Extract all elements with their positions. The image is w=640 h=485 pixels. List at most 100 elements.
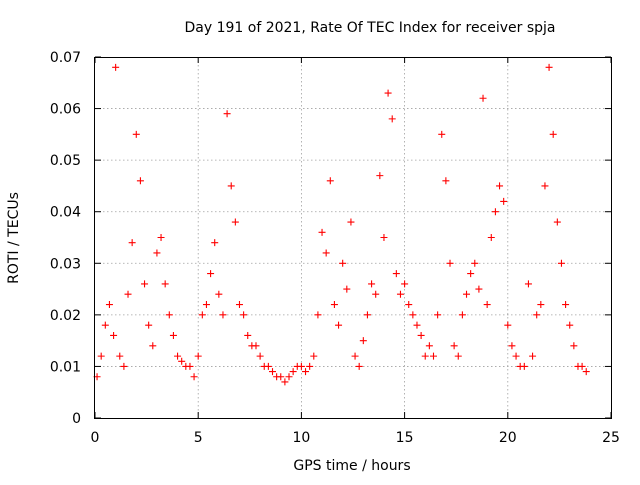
y-tick-labels: 0 0.01 0.02 0.03 0.04 0.05 0.06 0.07 bbox=[50, 50, 81, 427]
x-tick-label: 0 bbox=[91, 430, 100, 446]
data-point bbox=[186, 362, 194, 370]
y-tick-label: 0.07 bbox=[50, 50, 81, 66]
data-point bbox=[425, 342, 433, 350]
data-point bbox=[101, 321, 109, 329]
data-point bbox=[215, 290, 223, 298]
data-point bbox=[202, 301, 210, 309]
data-point bbox=[487, 234, 495, 241]
data-point bbox=[496, 182, 504, 190]
data-point bbox=[458, 311, 466, 319]
data-point bbox=[149, 342, 157, 350]
data-point bbox=[289, 368, 297, 376]
data-point bbox=[343, 285, 351, 293]
data-point bbox=[128, 239, 136, 247]
data-point bbox=[264, 362, 272, 370]
data-point bbox=[553, 218, 561, 226]
data-point bbox=[384, 89, 392, 97]
data-point bbox=[219, 311, 227, 319]
data-point bbox=[235, 301, 243, 309]
data-point bbox=[446, 259, 454, 267]
chart-title: Day 191 of 2021, Rate Of TEC Index for r… bbox=[184, 20, 555, 36]
data-point bbox=[541, 182, 549, 190]
data-point bbox=[269, 368, 277, 376]
data-point bbox=[318, 228, 326, 236]
y-axis-label: ROTI / TECUs bbox=[6, 192, 22, 284]
x-tick-label: 10 bbox=[292, 430, 310, 446]
data-point bbox=[363, 311, 371, 319]
data-point bbox=[434, 311, 442, 319]
data-point bbox=[223, 110, 231, 118]
data-point bbox=[306, 362, 314, 370]
data-point bbox=[145, 321, 153, 329]
y-tick-label: 0.05 bbox=[50, 153, 81, 169]
data-point bbox=[169, 331, 177, 339]
data-point bbox=[231, 218, 239, 226]
data-point bbox=[153, 249, 161, 257]
data-point bbox=[244, 331, 252, 339]
data-point bbox=[165, 311, 173, 319]
data-point bbox=[116, 352, 124, 360]
data-point bbox=[372, 290, 380, 298]
data-point bbox=[252, 342, 260, 350]
y-tick-label: 0.03 bbox=[50, 256, 81, 272]
data-point bbox=[582, 368, 590, 376]
data-point bbox=[578, 362, 586, 370]
data-point bbox=[396, 290, 404, 298]
data-point bbox=[401, 280, 409, 288]
data-point bbox=[211, 239, 219, 247]
plot-frame bbox=[94, 57, 612, 419]
data-point bbox=[467, 270, 475, 278]
data-point bbox=[302, 368, 310, 376]
data-point bbox=[190, 373, 198, 381]
data-point bbox=[322, 249, 330, 257]
data-points bbox=[93, 63, 590, 386]
data-point bbox=[405, 301, 413, 309]
data-point bbox=[161, 280, 169, 288]
data-point bbox=[520, 362, 528, 370]
data-point bbox=[198, 311, 206, 319]
data-point bbox=[566, 321, 574, 329]
data-point bbox=[500, 197, 508, 205]
data-point bbox=[285, 373, 293, 381]
data-point bbox=[132, 130, 140, 138]
y-tick-label: 0.02 bbox=[50, 308, 81, 324]
data-point bbox=[508, 342, 516, 350]
data-point bbox=[314, 311, 322, 319]
data-point bbox=[463, 290, 471, 298]
data-point bbox=[570, 342, 578, 350]
data-point bbox=[483, 301, 491, 309]
x-tick-label: 5 bbox=[194, 430, 203, 446]
data-point bbox=[504, 321, 512, 329]
x-tick-label: 15 bbox=[396, 430, 414, 446]
data-point bbox=[524, 280, 532, 288]
data-point bbox=[359, 337, 367, 345]
data-point bbox=[417, 331, 425, 339]
data-point bbox=[471, 259, 479, 267]
x-axis-label: GPS time / hours bbox=[293, 458, 410, 474]
data-point bbox=[557, 259, 565, 267]
data-point bbox=[529, 352, 537, 360]
data-point bbox=[281, 378, 289, 386]
data-point bbox=[533, 311, 541, 319]
data-point bbox=[475, 285, 483, 293]
data-point bbox=[110, 331, 118, 339]
data-point bbox=[442, 177, 450, 185]
y-tick-label: 0.06 bbox=[50, 102, 81, 118]
chart-grid bbox=[95, 57, 611, 418]
data-point bbox=[112, 63, 120, 71]
data-point bbox=[174, 352, 182, 360]
data-point bbox=[491, 208, 499, 216]
data-point bbox=[227, 182, 235, 190]
data-point bbox=[124, 290, 132, 298]
data-point bbox=[207, 270, 215, 278]
data-point bbox=[256, 352, 264, 360]
data-point bbox=[438, 130, 446, 138]
data-point bbox=[326, 177, 334, 185]
data-point bbox=[545, 63, 553, 71]
data-point bbox=[388, 115, 396, 123]
data-point bbox=[97, 352, 105, 360]
data-point bbox=[330, 301, 338, 309]
data-point bbox=[429, 352, 437, 360]
